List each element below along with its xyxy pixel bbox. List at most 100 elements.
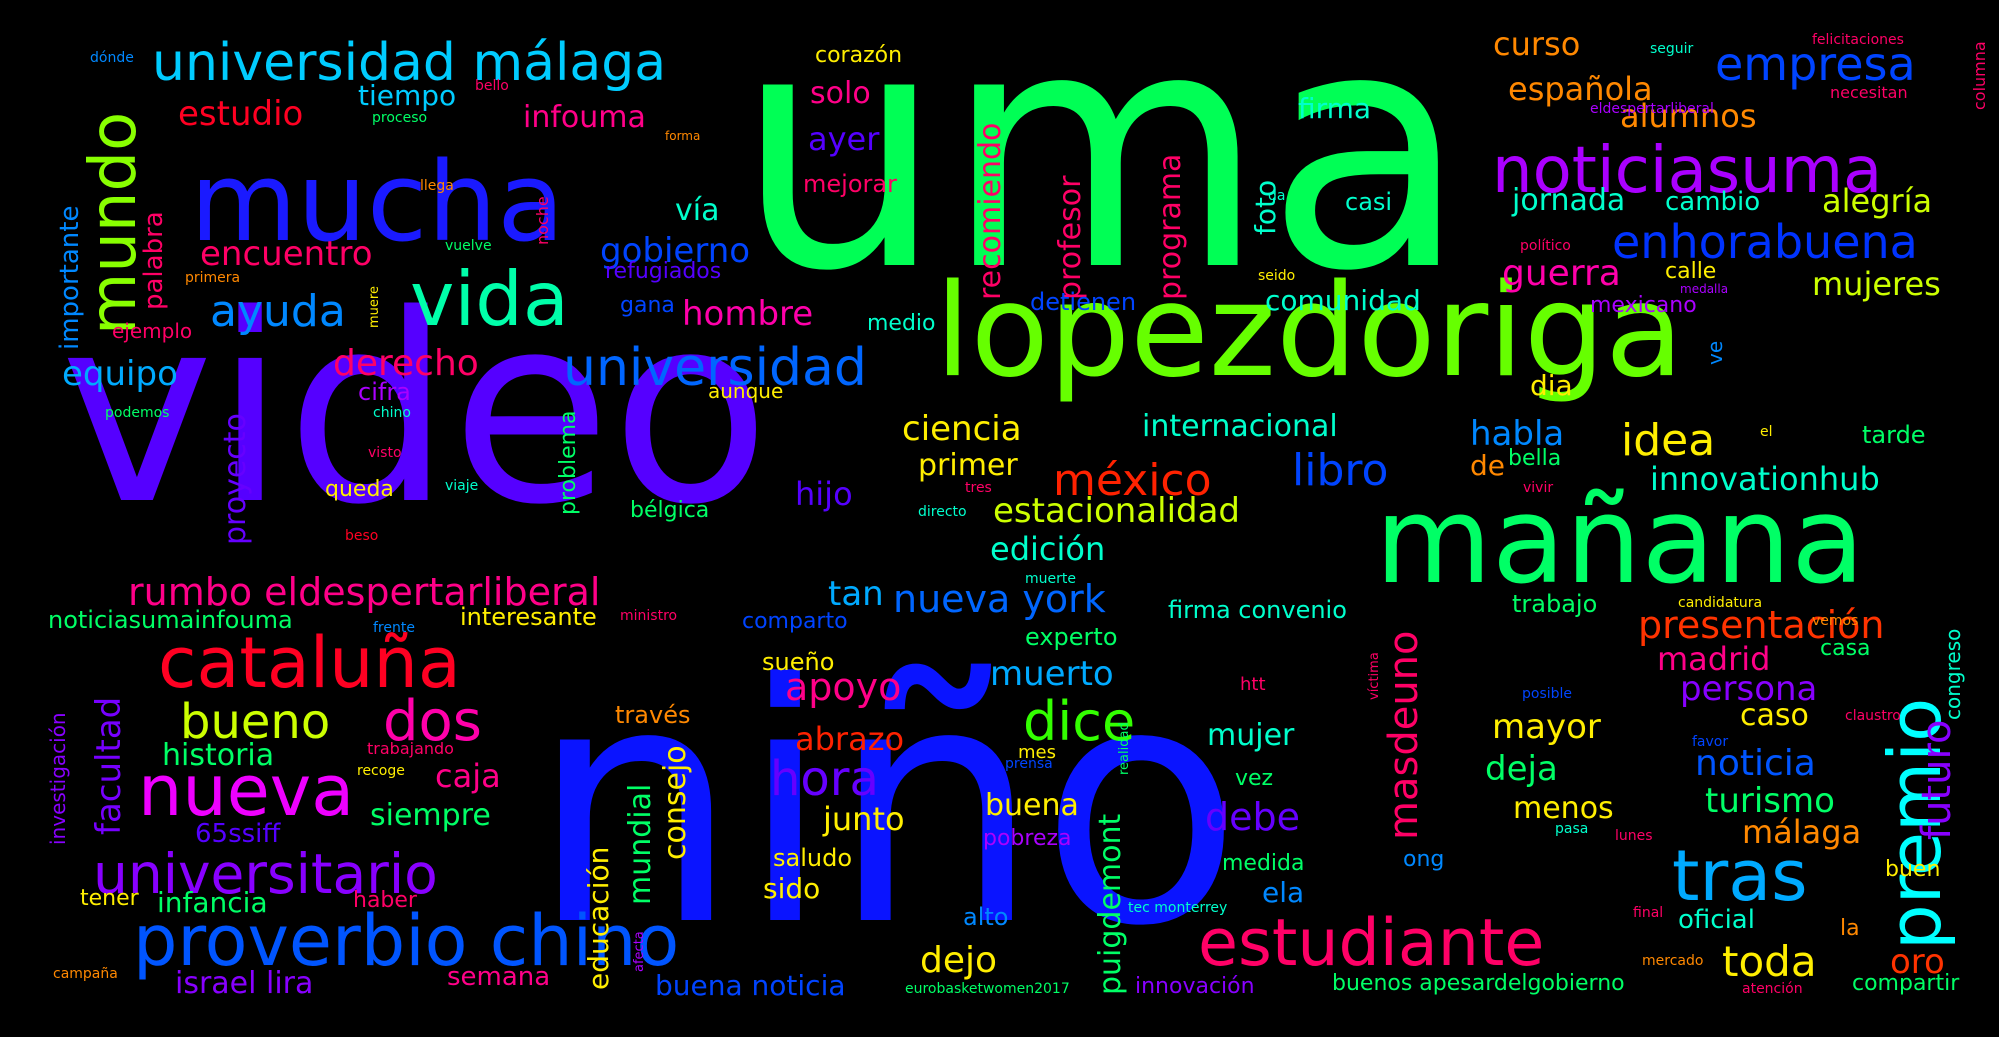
word-buena: buena <box>985 788 1079 823</box>
word-consejo: consejo <box>658 745 693 860</box>
word-través: través <box>615 701 690 729</box>
word-vivir: vivir <box>1523 480 1553 496</box>
word-mundo: mundo <box>77 112 151 335</box>
word-caso: caso <box>1740 698 1809 733</box>
word-ayuda: ayuda <box>210 286 346 337</box>
word-derecho: derecho <box>333 343 479 384</box>
word-beso: beso <box>345 528 378 544</box>
word-tener: tener <box>80 886 140 911</box>
word-seido: seido <box>1258 268 1295 284</box>
word-programa: programa <box>1153 154 1188 300</box>
word-cambio: cambio <box>1665 187 1760 217</box>
word-ela: ela <box>1262 876 1304 909</box>
word-político: político <box>1520 238 1571 254</box>
word-ayer: ayer <box>808 120 880 158</box>
word-medida: medida <box>1222 851 1305 876</box>
word-alegría: alegría <box>1822 182 1932 220</box>
word-málaga: málaga <box>1742 813 1861 851</box>
word-buenos-apesardelgobierno: buenos apesardelgobierno <box>1332 971 1625 996</box>
word-recomiendo: recomiendo <box>973 123 1008 300</box>
word-nueva: nueva <box>138 750 354 832</box>
word-calle: calle <box>1665 259 1716 284</box>
word-recoge: recoge <box>357 763 405 779</box>
word-infancia: infancia <box>157 886 268 919</box>
word-65ssiff: 65ssiff <box>195 819 281 849</box>
word-muerto: muerto <box>990 654 1114 694</box>
word-alto: alto <box>963 903 1008 931</box>
word-mujer: mujer <box>1207 718 1295 753</box>
word-trabajando: trabajando <box>367 739 454 758</box>
word-internacional: internacional <box>1142 409 1338 444</box>
word-experto: experto <box>1025 623 1118 651</box>
word-oficial: oficial <box>1678 905 1755 935</box>
word-israel-lira: israel lira <box>175 966 313 1001</box>
word-posible: posible <box>1522 686 1572 702</box>
word-debe: debe <box>1205 795 1300 839</box>
word-alumnos: alumnos <box>1620 97 1756 135</box>
word-puigdemont: puigdemont <box>1093 813 1128 995</box>
word-presentación: presentación <box>1638 603 1885 647</box>
word-htt: htt <box>1240 674 1266 695</box>
word-llega: llega <box>420 178 454 194</box>
word-innovación: innovación <box>1135 974 1255 999</box>
word-masdeuno: masdeuno <box>1381 631 1427 841</box>
word-queda: queda <box>325 477 394 502</box>
word-tec-monterrey: tec monterrey <box>1128 900 1227 916</box>
word-vuelve: vuelve <box>445 238 492 254</box>
word-vía: vía <box>675 193 719 228</box>
word-congreso: congreso <box>1941 629 1965 720</box>
word-dia: dia <box>1530 369 1573 402</box>
word-toda: toda <box>1722 937 1817 986</box>
word-muere: muere <box>367 286 382 328</box>
word-estudiante: estudiante <box>1198 906 1544 981</box>
word-atención: atención <box>1742 981 1803 997</box>
word-pobreza: pobreza <box>983 826 1072 851</box>
word-ejemplo: ejemplo <box>112 319 192 343</box>
word-pasa: pasa <box>1555 821 1588 837</box>
word-bueno: bueno <box>180 694 330 750</box>
word-mucha: mucha <box>190 138 564 266</box>
word-jornada: jornada <box>1511 183 1625 218</box>
word-bélgica: bélgica <box>630 498 709 523</box>
word-persona: persona <box>1680 669 1817 709</box>
word-lopezdoriga: lopezdoriga <box>935 257 1684 406</box>
word-facultad: facultad <box>89 697 129 835</box>
word-prensa: prensa <box>1005 756 1053 772</box>
word-caja: caja <box>435 757 501 795</box>
word-casa: casa <box>1820 636 1871 661</box>
word-noticiasuma: noticiasuma <box>1492 134 1882 208</box>
word-medalla: medalla <box>1680 282 1728 296</box>
word-interesante: interesante <box>460 603 597 631</box>
word-comparto: comparto <box>742 609 848 634</box>
word-mujeres: mujeres <box>1812 265 1941 303</box>
word-favor: favor <box>1692 734 1728 750</box>
word-noche: noche <box>533 196 552 245</box>
word-de: de <box>1470 449 1505 482</box>
word-campaña: campaña <box>53 966 118 982</box>
word-compartir: compartir <box>1852 971 1960 996</box>
word-candidatura: candidatura <box>1678 595 1762 611</box>
word-afecta: afecta <box>632 931 647 972</box>
word-aunque: aunque <box>708 379 783 403</box>
word-mexicano: mexicano <box>1590 293 1697 318</box>
word-solo: solo <box>810 76 871 111</box>
word-problema: problema <box>556 410 581 515</box>
word-firma: firma <box>1298 92 1371 125</box>
word-ciencia: ciencia <box>902 409 1022 449</box>
word-dejo: dejo <box>920 940 997 981</box>
word-chino: chino <box>373 405 411 421</box>
word-gana: gana <box>620 293 675 318</box>
word-cifra: cifra <box>358 378 411 406</box>
word-eldespertarliberal: eldespertarliberal <box>1590 101 1714 117</box>
word-curso: curso <box>1493 25 1580 63</box>
word-proyecto: proyecto <box>218 413 253 545</box>
word-seguir: seguir <box>1650 41 1694 57</box>
word-nueva-york: nueva york <box>893 577 1106 621</box>
word-educación: educación <box>582 847 615 990</box>
word-trabajo: trabajo <box>1512 590 1597 618</box>
word-mes: mes <box>1018 742 1056 763</box>
word-libro: libro <box>1292 445 1388 496</box>
word-ve: ve <box>1703 341 1727 365</box>
word-deja: deja <box>1485 749 1558 789</box>
